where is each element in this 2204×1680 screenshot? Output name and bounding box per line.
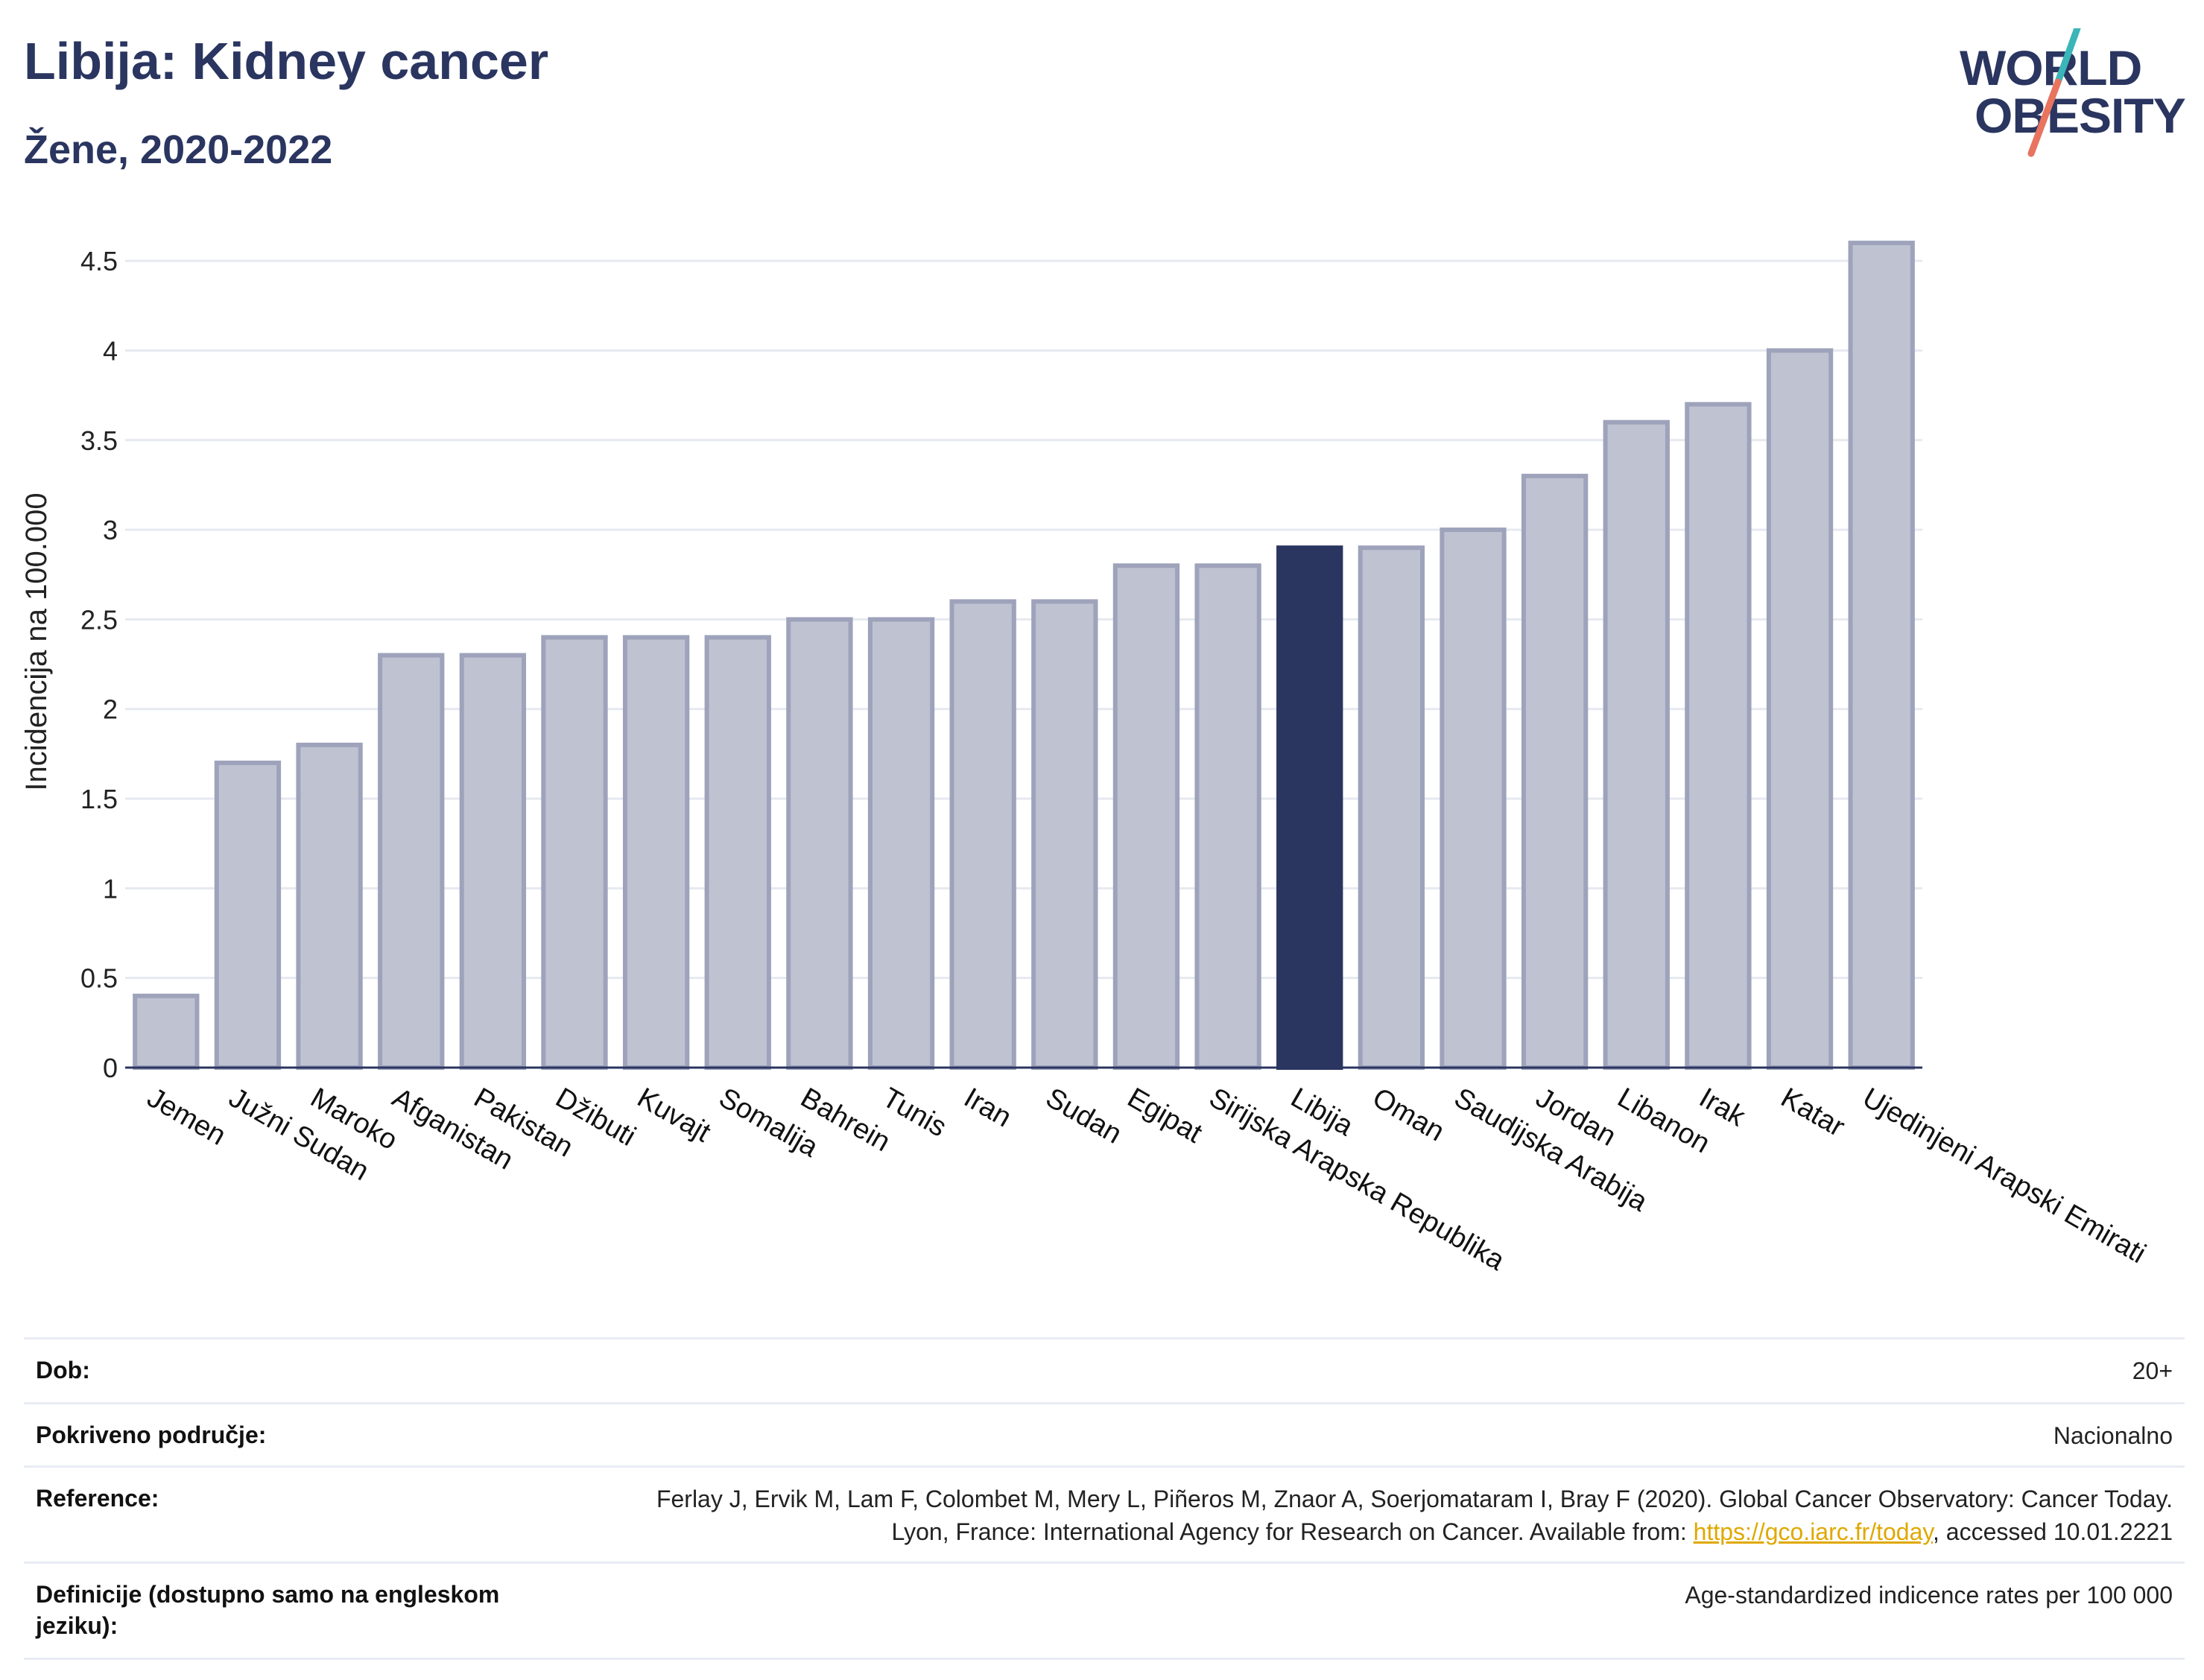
logo-line-2: OBESITY bbox=[1975, 88, 2186, 143]
meta-value: Age-standardized indicence rates per 100… bbox=[1685, 1582, 2173, 1608]
x-tick-label: Katar bbox=[1776, 1082, 1850, 1143]
bar-libija bbox=[1276, 545, 1343, 1071]
bar-pakistan bbox=[459, 653, 527, 1070]
bar-afganistan bbox=[378, 653, 445, 1070]
chart-title: Libija: Kidney cancer bbox=[24, 32, 549, 90]
bar-bahrein bbox=[786, 617, 853, 1070]
y-tick-label: 3.5 bbox=[80, 425, 118, 456]
bar-somalija bbox=[704, 635, 771, 1070]
bar-iran bbox=[949, 599, 1016, 1070]
logo-line-1: WORLD bbox=[1960, 40, 2142, 95]
reference-link[interactable]: https://gco.iarc.fr/today bbox=[1693, 1518, 1933, 1545]
x-tick-label: Sudan bbox=[1040, 1082, 1127, 1150]
y-axis-label: Incidencija na 100.000 bbox=[20, 492, 53, 790]
bar-sirijska-arapska-republika bbox=[1194, 563, 1261, 1070]
logo-slash-icon bbox=[2027, 28, 2081, 157]
bar-maroko bbox=[296, 742, 363, 1070]
y-tick-label: 2 bbox=[103, 694, 118, 725]
bar-irak bbox=[1685, 402, 1752, 1070]
y-tick-label: 0.5 bbox=[80, 963, 118, 994]
y-tick-label: 1.5 bbox=[80, 784, 118, 814]
x-tick-label: Ujedinjeni Arapski Emirati bbox=[1858, 1082, 2151, 1269]
meta-label: Dob: bbox=[36, 1357, 90, 1383]
meta-row-definition: Definicije (dostupno samo na engleskom j… bbox=[24, 1562, 2185, 1660]
y-tick-label: 4.5 bbox=[80, 246, 118, 276]
bar-džibuti bbox=[541, 635, 608, 1070]
x-tick-label: Kuvajt bbox=[632, 1082, 716, 1148]
bar-tunis bbox=[867, 617, 935, 1070]
metadata-table: Dob: 20+ Pokriveno područje: Nacionalno … bbox=[24, 1337, 2185, 1660]
meta-label: Definicije (dostupno samo na engleskom j… bbox=[36, 1581, 500, 1639]
chart-subtitle: Žene, 2020-2022 bbox=[24, 127, 333, 172]
bar-katar bbox=[1766, 348, 1834, 1070]
y-tick-label: 0 bbox=[103, 1053, 118, 1083]
bar-sudan bbox=[1031, 599, 1098, 1070]
bar-egipat bbox=[1112, 563, 1180, 1070]
meta-row-age: Dob: 20+ bbox=[24, 1337, 2185, 1402]
y-axis-ticks: 0 0.5 1 1.5 2 2.5 3 3.5 4 4.5 bbox=[80, 246, 118, 1083]
x-tick-label: Jemen bbox=[142, 1082, 231, 1151]
x-tick-label: Iran bbox=[959, 1082, 1017, 1133]
bar-oman bbox=[1358, 545, 1425, 1071]
bar-kuvajt bbox=[622, 635, 690, 1070]
reference-accessed: , accessed 10.01.2221 bbox=[1932, 1518, 2173, 1545]
y-tick-label: 2.5 bbox=[80, 604, 118, 635]
x-tick-label: Egipat bbox=[1122, 1082, 1208, 1149]
meta-value: Nacionalno bbox=[2053, 1422, 2173, 1449]
bar-jemen bbox=[133, 993, 200, 1070]
bar-libanon bbox=[1603, 419, 1670, 1070]
meta-row-reference: Reference: Ferlay J, Ervik M, Lam F, Col… bbox=[24, 1465, 2185, 1562]
meta-row-coverage: Pokriveno područje: Nacionalno bbox=[24, 1402, 2185, 1465]
x-tick-label: Oman bbox=[1367, 1082, 1450, 1147]
reference-text: Ferlay J, Ervik M, Lam F, Colombet M, Me… bbox=[656, 1486, 2173, 1545]
bar-jordan bbox=[1521, 473, 1589, 1071]
world-obesity-logo: WORLD OBESITY bbox=[1945, 28, 2186, 162]
bar-ujedinjeni-arapski-emirati bbox=[1848, 241, 1915, 1071]
x-tick-label: Libanon bbox=[1612, 1082, 1715, 1159]
meta-label: Reference: bbox=[36, 1485, 159, 1512]
meta-value: Ferlay J, Ervik M, Lam F, Colombet M, Me… bbox=[608, 1483, 2173, 1548]
bar-južni-sudan bbox=[214, 760, 282, 1070]
y-tick-label: 1 bbox=[103, 873, 118, 904]
meta-label: Pokriveno područje: bbox=[36, 1421, 267, 1448]
y-tick-label: 3 bbox=[103, 515, 118, 545]
bars bbox=[133, 241, 1915, 1071]
meta-value: 20+ bbox=[2132, 1357, 2173, 1384]
bar-saudijska-arabija bbox=[1440, 527, 1507, 1070]
y-tick-label: 4 bbox=[103, 335, 118, 366]
